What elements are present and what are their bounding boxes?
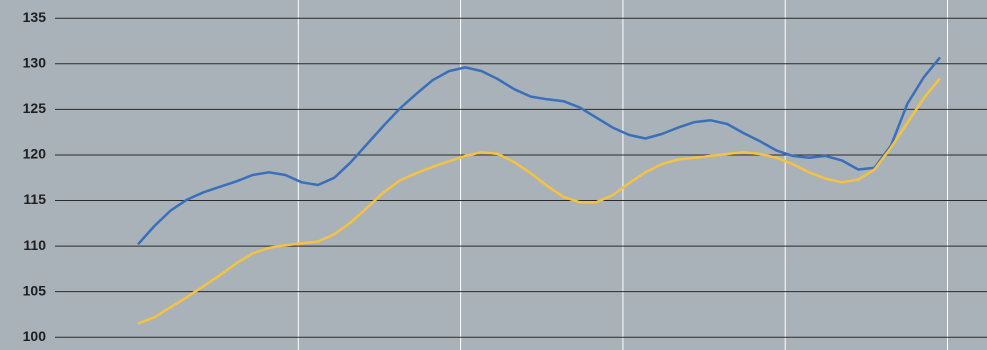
y-tick-label: 100 (23, 328, 47, 344)
y-tick-label: 115 (23, 191, 46, 207)
y-tick-label: 130 (23, 55, 47, 71)
y-tick-label: 120 (23, 146, 47, 162)
y-tick-label: 110 (23, 237, 46, 253)
y-tick-label: 135 (23, 9, 47, 25)
series-line (137, 56, 941, 246)
y-tick-label: 105 (23, 282, 47, 298)
series-line (137, 77, 941, 325)
y-tick-label: 125 (23, 100, 47, 116)
